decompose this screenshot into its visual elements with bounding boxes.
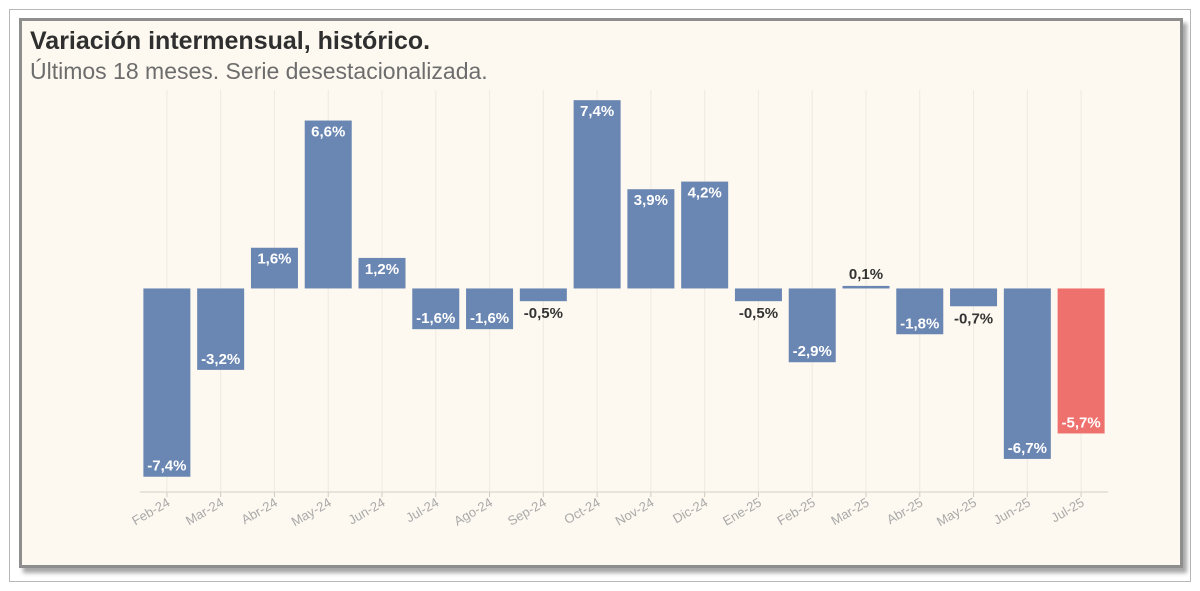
x-tick-label: Jun-24 — [346, 495, 388, 528]
bar — [734, 288, 782, 302]
x-tick-label: Mar-24 — [183, 495, 226, 529]
bar-label: -2,9% — [793, 343, 832, 360]
x-axis: Feb-24 Mar-24 Abr-24 May-24 Jun-24 Jul-24 Ago-… — [129, 491, 1108, 530]
bar-label: 4,2% — [688, 185, 722, 202]
bar-label: -5,7% — [1062, 414, 1101, 431]
x-tick-label: Sep-24 — [505, 495, 549, 529]
bar — [896, 288, 944, 335]
bar-label: -0,5% — [739, 305, 778, 322]
x-tick-label: May-25 — [934, 495, 979, 530]
data-labels: -7,4% -3,2% 1,6% 6,6% 1,2% -1,6% -1,6% -0,5% 7,4… — [147, 103, 1100, 475]
x-tick-label: Ago-24 — [451, 495, 495, 529]
x-tick-label: Nov-24 — [613, 495, 657, 529]
bar-label: -0,5% — [524, 305, 563, 322]
bar — [1057, 288, 1105, 434]
bar — [842, 285, 890, 289]
bar — [412, 288, 460, 330]
bar — [788, 288, 836, 363]
bar — [950, 288, 998, 307]
x-tick-label: Feb-25 — [775, 495, 818, 529]
bar — [250, 247, 298, 289]
bars — [143, 100, 1105, 477]
bar-label: -6,7% — [1008, 440, 1047, 457]
bar — [304, 120, 352, 289]
bar-label: -1,8% — [900, 315, 939, 332]
bar-label: 3,9% — [634, 192, 668, 209]
x-tick-label: May-24 — [289, 495, 334, 530]
x-tick-label: Jul-25 — [1048, 495, 1086, 526]
bar — [143, 288, 191, 477]
bar-label: 0,1% — [849, 266, 883, 283]
x-tick-label: Abr-24 — [239, 495, 280, 528]
gridlines — [166, 90, 1082, 492]
x-tick-label: Dic-24 — [670, 495, 710, 527]
x-tick-label: Oct-24 — [561, 495, 602, 527]
bar — [627, 189, 675, 289]
x-tick-label: Feb-24 — [129, 495, 172, 529]
bar — [573, 100, 621, 289]
x-tick-label: Jun-25 — [991, 495, 1033, 528]
bar-label: 1,6% — [257, 251, 291, 268]
bar-label: -7,4% — [147, 458, 186, 475]
x-tick-label: Ene-25 — [720, 495, 764, 529]
bar-label: -1,6% — [470, 310, 509, 327]
bar — [1003, 288, 1051, 459]
bar — [358, 257, 406, 289]
chart-title: Variación intermensual, histórico. — [30, 27, 431, 55]
bar — [466, 288, 514, 330]
bar — [519, 288, 567, 302]
bar-label: -3,2% — [201, 351, 240, 368]
bar-label: 6,6% — [311, 124, 345, 141]
bar-label: -0,7% — [954, 310, 993, 327]
bar-label: -1,6% — [416, 310, 455, 327]
bar — [681, 181, 729, 289]
bar-label: 7,4% — [580, 103, 614, 120]
x-tick-label: Abr-25 — [884, 495, 925, 528]
chart-subtitle: Últimos 18 meses. Serie desestacionaliza… — [30, 58, 488, 84]
x-tick-label: Mar-25 — [828, 495, 871, 529]
bar-label: 1,2% — [365, 261, 399, 278]
x-tick-label: Jul-24 — [403, 495, 441, 526]
bar — [197, 288, 245, 370]
